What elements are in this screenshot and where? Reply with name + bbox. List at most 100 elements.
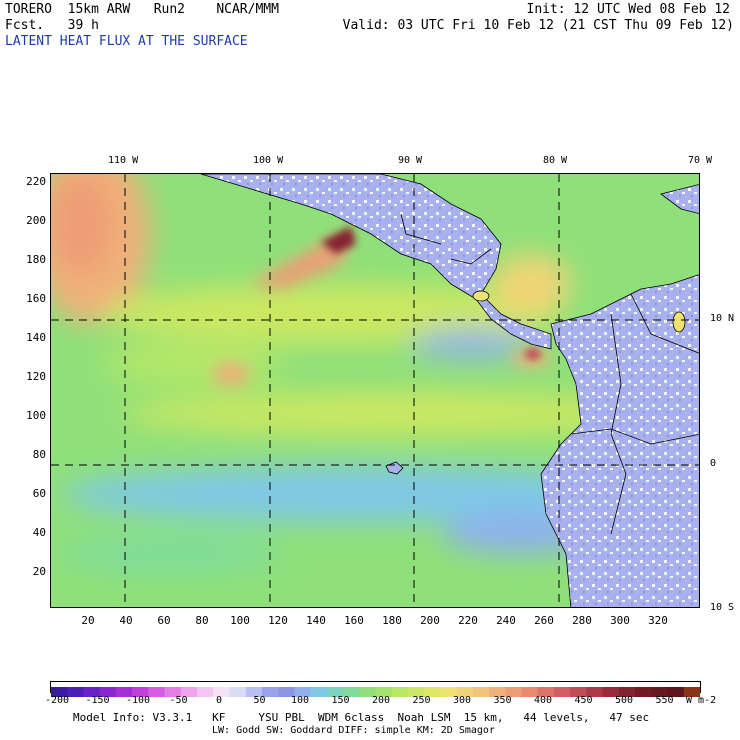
init-time: Init: 12 UTC Wed 08 Feb 12 — [526, 2, 731, 17]
x-tick: 120 — [268, 614, 288, 627]
x-tick: 60 — [157, 614, 171, 627]
panama-core — [525, 348, 541, 360]
x-tick: 220 — [458, 614, 478, 627]
y-tick: 180 — [26, 253, 46, 266]
lat-lon-grid — [51, 174, 699, 607]
x-tick: 200 — [420, 614, 440, 627]
colorbar-swatch — [407, 687, 425, 697]
field-title: LATENT HEAT FLUX AT THE SURFACE — [5, 34, 248, 49]
model-info: Model Info: V3.3.1 KF YSU PBL WDM 6class… — [73, 711, 650, 724]
colorbar-swatch — [667, 687, 685, 697]
colorbar-unit: W m-2 — [686, 695, 717, 706]
warm-band-central — [121, 392, 681, 436]
latent-heat-flux-map — [51, 174, 699, 607]
cool-patch-central — [411, 330, 531, 358]
colorbar-label: 250 — [412, 695, 431, 706]
colorbar-swatch — [164, 687, 182, 697]
colorbar-swatch — [651, 687, 669, 697]
colorbar-swatch — [115, 687, 133, 697]
colorbar-swatch — [278, 687, 295, 697]
x-tick: 100 — [230, 614, 250, 627]
colorbar-label: 150 — [331, 695, 350, 706]
tehuantepec-plume — [251, 234, 351, 289]
warm-band-north — [101, 284, 561, 344]
y-tick: 100 — [26, 409, 46, 422]
lat-label-10s: 10 S — [710, 602, 735, 613]
warm-band-west — [101, 344, 281, 384]
colorbar-label: -50 — [169, 695, 188, 706]
colorbar-swatch — [440, 687, 458, 697]
colorbar-swatch — [602, 687, 620, 697]
forecast-hour: Fcst. 39 h — [5, 18, 99, 33]
y-tick: 20 — [32, 565, 46, 578]
colorbar-swatch — [99, 687, 117, 697]
colorbar-swatch — [683, 687, 701, 697]
colorbar-label: 550 — [655, 695, 674, 706]
colorbar-label: -150 — [85, 695, 110, 706]
colorbar-swatch — [261, 687, 279, 697]
land-masses — [200, 174, 699, 607]
colorbar-swatch — [294, 687, 312, 697]
colorbar-swatch — [229, 687, 247, 697]
colorbar-label: 500 — [614, 695, 634, 706]
warm-eddy — [213, 362, 249, 386]
colorbar-swatch — [391, 687, 409, 697]
colorbar-label: -100 — [125, 695, 151, 706]
y-tick: 160 — [26, 292, 46, 305]
colorbar-swatch — [132, 687, 149, 697]
colorbar-label: 300 — [452, 695, 472, 706]
lake-nicaragua — [472, 290, 490, 302]
country-border — [570, 428, 699, 445]
colorbar-swatch — [375, 687, 393, 697]
y-tick: 40 — [32, 526, 46, 539]
colorbar-label: 100 — [290, 695, 310, 706]
colorbar-swatch — [213, 687, 230, 697]
lat-label-equator: 0 — [710, 458, 717, 469]
lon-label-110w: 110 W — [108, 155, 139, 166]
x-tick: 140 — [306, 614, 326, 627]
colorbar-label: 450 — [574, 695, 593, 706]
country-border — [400, 213, 442, 245]
x-tick: 40 — [119, 614, 133, 627]
colorbar-label: 350 — [493, 695, 512, 706]
colorbar-swatch — [570, 687, 587, 697]
colorbar-swatch — [424, 687, 441, 697]
x-tick: 300 — [610, 614, 630, 627]
colorbar-swatch — [326, 687, 344, 697]
central-america — [200, 174, 552, 350]
colorbar-swatch — [180, 687, 198, 697]
colorbar-swatch — [489, 687, 506, 697]
cool-band-south — [61, 466, 661, 522]
y-tick: 140 — [26, 331, 46, 344]
y-tick: 60 — [32, 487, 46, 500]
y-tick: 120 — [26, 370, 46, 383]
colorbar-swatch — [553, 687, 571, 697]
colorbar-swatches — [51, 687, 701, 697]
colorbar-swatch — [51, 687, 68, 697]
colorbar-swatch — [618, 687, 636, 697]
colorbar-swatch — [635, 687, 652, 697]
x-tick: 20 — [81, 614, 95, 627]
lon-label-80w: 80 W — [543, 155, 568, 166]
colorbar-swatch — [456, 687, 474, 697]
tehuantepec-core — [321, 226, 356, 254]
warm-patch-gulf — [491, 254, 571, 314]
country-border — [450, 248, 492, 265]
physics-info: LW: Godd SW: Goddard DIFF: simple KM: 2D… — [212, 725, 495, 736]
caribbean-land — [660, 184, 699, 214]
y-tick: 220 — [26, 175, 46, 188]
x-tick: 320 — [648, 614, 668, 627]
x-tick: 180 — [382, 614, 402, 627]
country-border — [610, 313, 627, 535]
model-title: TORERO 15km ARW Run2 NCAR/MMM — [5, 2, 279, 17]
colorbar-swatch — [245, 687, 263, 697]
colorbar-swatch — [148, 687, 166, 697]
colorbar-swatch — [586, 687, 604, 697]
valid-time: Valid: 03 UTC Fri 10 Feb 12 (21 CST Thu … — [342, 18, 734, 33]
map-panel — [50, 173, 700, 608]
colorbar-swatch — [505, 687, 523, 697]
colorbar-swatch — [343, 687, 360, 697]
colorbar-swatch — [521, 687, 539, 697]
colorbar — [50, 681, 701, 697]
colorbar-swatch — [67, 687, 84, 697]
